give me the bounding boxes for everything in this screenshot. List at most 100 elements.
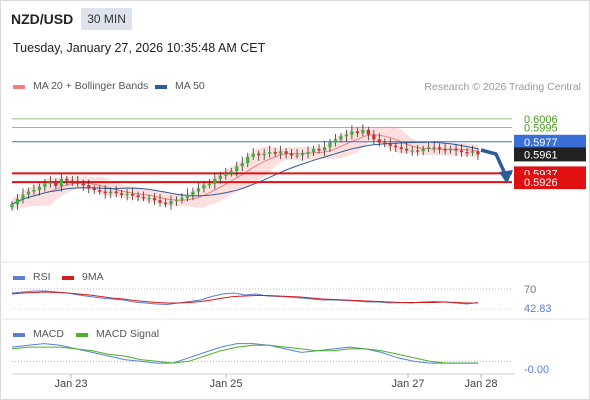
candle-body xyxy=(459,150,464,153)
candle-body xyxy=(65,178,69,181)
legend-macd-label: MACD xyxy=(33,328,64,340)
macd-series-0 xyxy=(11,343,478,364)
candle-body xyxy=(366,129,370,135)
legend-macd-signal-swatch xyxy=(76,333,88,337)
candle-body xyxy=(448,148,453,151)
candle-body xyxy=(109,191,113,194)
candle-body xyxy=(141,197,146,199)
x-tick-label: Jan 25 xyxy=(209,378,242,390)
candle-body xyxy=(268,152,272,154)
candle-body xyxy=(279,151,283,154)
level-label-4: 0.5926 xyxy=(524,177,558,189)
x-tick-label: Jan 28 xyxy=(464,378,497,390)
candle-body xyxy=(399,147,403,149)
legend-ma20-swatch xyxy=(13,85,25,89)
candle-body xyxy=(246,156,250,164)
chart-header: NZD/USD 30 MIN xyxy=(11,7,132,31)
candle-body xyxy=(432,147,436,149)
legend-macd-swatch xyxy=(13,333,25,337)
candle-body xyxy=(300,153,305,156)
candle-body xyxy=(262,153,266,156)
candle-body xyxy=(427,147,431,149)
level-label-1: 0.5995 xyxy=(524,123,558,135)
rsi-last-value: 42.83 xyxy=(524,303,552,315)
candle-body xyxy=(81,183,85,186)
timeframe-button[interactable]: 30 MIN xyxy=(81,8,132,30)
pair-symbol: NZD/USD xyxy=(11,11,74,27)
candle-body xyxy=(163,202,168,205)
candle-body xyxy=(416,150,420,152)
legend-rsi-ma-label: 9MA xyxy=(82,271,104,283)
candle-body xyxy=(21,194,25,199)
candle-body xyxy=(437,147,442,149)
macd-last-value: -0.00 xyxy=(524,364,549,376)
candle-body xyxy=(240,163,244,167)
candle-body xyxy=(202,185,206,189)
candle-body xyxy=(196,188,201,192)
candle-body xyxy=(213,178,217,184)
bollinger-band xyxy=(12,125,478,211)
legend-rsi-ma-swatch xyxy=(62,276,74,280)
candle-body xyxy=(10,204,14,208)
candle-body xyxy=(125,193,129,196)
candle-body xyxy=(273,152,277,154)
candle-body xyxy=(394,145,398,148)
forecast-arrow-head xyxy=(499,170,513,184)
candle-body xyxy=(317,148,321,151)
candle-body xyxy=(410,150,414,152)
level-label-0: 0.6006 xyxy=(524,114,558,126)
macd-series-1 xyxy=(11,344,478,364)
candle-body xyxy=(235,166,239,172)
candle-body xyxy=(180,197,184,200)
candle-body xyxy=(59,178,63,187)
level-tag-2 xyxy=(514,134,586,149)
candle-body xyxy=(37,186,42,190)
candle-body xyxy=(355,131,360,134)
candle-body xyxy=(92,188,96,190)
candle-body xyxy=(191,191,195,195)
timestamp: Tuesday, January 27, 2026 10:35:48 AM CE… xyxy=(13,41,266,55)
candle-body xyxy=(136,195,140,198)
candle-body xyxy=(158,200,162,203)
candle-body xyxy=(372,134,376,140)
last-price-label: 0.5961 xyxy=(524,149,558,161)
candle-body xyxy=(454,148,458,151)
legend-rsi-label: RSI xyxy=(33,271,51,283)
candle-body xyxy=(218,175,222,179)
candle-body xyxy=(344,134,349,137)
candle-body xyxy=(465,152,469,154)
candle-body xyxy=(311,148,316,153)
candle-body xyxy=(322,147,327,151)
candle-body xyxy=(295,155,299,157)
candle-body xyxy=(476,151,480,155)
candle-body xyxy=(421,148,425,152)
candle-body xyxy=(328,142,332,148)
forecast-arrow xyxy=(480,148,508,177)
legend-macd-signal-label: MACD Signal xyxy=(96,328,159,340)
candle-body xyxy=(98,190,102,192)
rsi-series-1 xyxy=(11,291,478,304)
candle-body xyxy=(339,136,343,140)
level-label-2: 0.5977 xyxy=(524,137,558,149)
candle-body xyxy=(32,190,36,192)
candle-body xyxy=(224,173,228,176)
legend-ma50-swatch xyxy=(155,85,167,89)
candle-body xyxy=(130,193,135,196)
candle-body xyxy=(48,182,53,184)
candle-body xyxy=(152,197,157,201)
candle-body xyxy=(120,193,124,195)
candle-body xyxy=(443,148,447,151)
candle-body xyxy=(377,139,381,143)
candle-body xyxy=(361,129,365,134)
candle-body xyxy=(289,153,294,156)
credit-text: Research © 2026 Trading Central xyxy=(424,81,581,93)
candle-body xyxy=(284,151,288,154)
candle-body xyxy=(229,171,233,174)
candle-body xyxy=(103,191,107,194)
candle-body xyxy=(114,191,118,194)
legend-ma50-label: MA 50 xyxy=(175,80,205,92)
rsi-ref-label: 70 xyxy=(524,284,536,296)
candle-body xyxy=(306,152,310,154)
candle-body xyxy=(257,153,261,156)
